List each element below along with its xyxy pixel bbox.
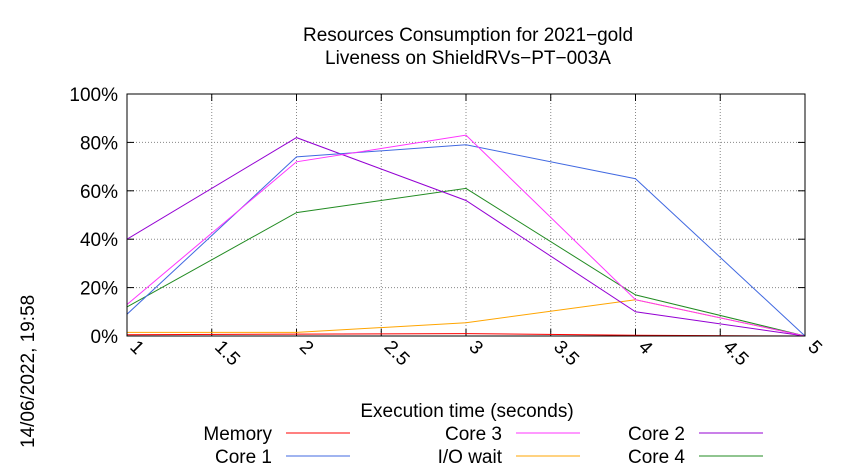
legend-label: Core 4: [628, 447, 685, 468]
series-line-core-3: [126, 134, 806, 337]
y-tick-label: 40%: [80, 230, 118, 251]
legend-label: Core 2: [628, 424, 685, 445]
x-tick-label: 1.5: [210, 337, 244, 371]
y-tick-label: 100%: [69, 85, 118, 106]
grid: [127, 94, 805, 336]
x-tick-label: 3.5: [549, 337, 583, 371]
x-tick-label: 4.5: [719, 337, 753, 371]
x-axis-label: Execution time (seconds): [360, 401, 573, 422]
legend-label: I/O wait: [438, 447, 503, 468]
legend-label: Core 1: [215, 447, 272, 468]
legend-label: Memory: [203, 424, 272, 445]
y-tick-label: 0%: [91, 327, 119, 348]
y-tick-label: 20%: [80, 279, 118, 300]
legend-label: Core 3: [445, 424, 502, 445]
axis-ticks: 0% 20% 40% 60% 80% 100% 1 1.5 2 2.5 3 3.5 4 4.5 5: [69, 85, 825, 370]
chart-title: Resources Consumption for 2021−gold: [303, 25, 633, 46]
timestamp: 14/06/2022, 19:58: [18, 295, 39, 448]
x-tick-label: 2: [295, 337, 317, 359]
x-tick-label: 1: [125, 337, 147, 359]
plot-frame: [126, 93, 806, 337]
series-line-core-4: [126, 187, 806, 337]
y-tick-label: 80%: [80, 133, 118, 154]
x-tick-label: 2.5: [380, 337, 414, 371]
x-tick-label: 4: [634, 337, 657, 360]
y-tick-label: 60%: [80, 182, 118, 203]
x-tick-label: 5: [803, 337, 825, 359]
chart-subtitle: Liveness on ShieldRVs−PT−003A: [325, 48, 611, 69]
series-line-core-2: [126, 137, 806, 337]
x-tick-label: 3: [464, 337, 486, 359]
